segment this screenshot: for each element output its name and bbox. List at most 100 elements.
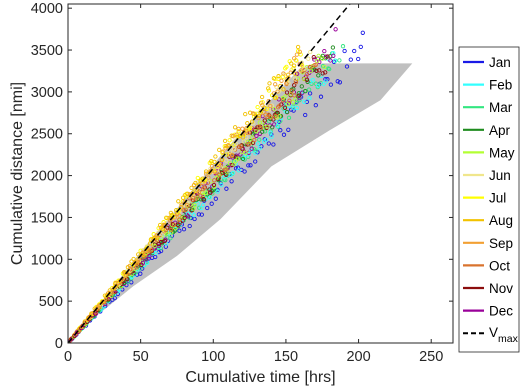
data-point: [275, 123, 280, 129]
data-point: [253, 148, 258, 153]
data-point: [176, 199, 181, 204]
data-point: [297, 95, 302, 101]
data-point: [217, 172, 222, 178]
data-point: [313, 103, 318, 108]
legend-label: Feb: [489, 78, 512, 93]
data-point: [322, 64, 327, 70]
legend-label: Jan: [489, 55, 511, 70]
data-point: [249, 119, 255, 124]
data-point: [271, 142, 276, 147]
data-point: [219, 182, 224, 188]
x-tick-label: 250: [419, 349, 443, 365]
data-point: [287, 98, 292, 103]
data-point: [294, 105, 300, 111]
data-point: [107, 290, 113, 295]
data-point: [152, 246, 158, 251]
data-point: [138, 271, 143, 276]
data-point: [308, 68, 314, 73]
data-point: [307, 95, 312, 101]
data-point: [280, 98, 285, 103]
data-point: [191, 195, 196, 201]
data-point: [253, 127, 258, 133]
data-point: [155, 235, 160, 240]
data-point: [209, 163, 215, 169]
data-point: [239, 149, 244, 155]
data-point: [292, 56, 297, 61]
data-point: [275, 110, 280, 115]
data-point: [315, 83, 321, 89]
data-point: [230, 133, 236, 139]
x-tick-label: 200: [346, 349, 370, 365]
data-point: [215, 187, 220, 193]
data-point: [301, 99, 307, 104]
data-point: [249, 146, 254, 151]
data-point: [211, 184, 217, 189]
data-point: [231, 142, 236, 147]
data-point: [173, 225, 178, 231]
data-point: [215, 165, 221, 171]
data-point: [246, 142, 252, 147]
data-point: [235, 165, 241, 170]
legend-label: May: [489, 145, 515, 160]
data-point: [316, 53, 321, 59]
data-point: [290, 99, 296, 105]
data-point: [242, 169, 247, 174]
data-point: [313, 62, 318, 67]
data-point: [327, 66, 332, 72]
data-point: [272, 122, 277, 127]
data-point: [181, 227, 187, 232]
data-point: [344, 64, 350, 69]
data-point: [275, 89, 280, 94]
data-point: [292, 93, 297, 98]
data-point: [270, 125, 275, 130]
data-point: [227, 149, 233, 154]
data-point: [217, 147, 222, 153]
data-point: [183, 207, 188, 212]
data-point: [304, 72, 310, 77]
data-point: [147, 254, 152, 259]
vmax-layer: [68, 4, 351, 343]
data-point: [297, 93, 302, 98]
data-point: [307, 91, 313, 96]
data-point: [203, 190, 209, 195]
data-point: [245, 121, 250, 126]
data-point: [276, 74, 281, 79]
data-point: [223, 146, 228, 151]
data-point: [257, 146, 262, 151]
data-point: [275, 124, 281, 129]
data-point: [321, 81, 326, 87]
data-point: [295, 44, 301, 50]
data-point: [162, 238, 167, 244]
data-point: [286, 75, 291, 80]
data-point: [112, 295, 117, 301]
data-point: [233, 166, 239, 171]
data-point: [154, 237, 160, 243]
data-point: [232, 147, 237, 152]
data-point: [222, 138, 228, 144]
data-point: [281, 71, 286, 76]
data-point: [211, 182, 217, 188]
data-point: [232, 162, 237, 167]
data-point: [238, 143, 243, 149]
data-point: [93, 311, 99, 316]
data-point: [152, 243, 157, 249]
data-point: [282, 105, 288, 110]
data-point: [191, 213, 197, 218]
data-point: [254, 128, 259, 134]
data-point: [266, 88, 272, 93]
data-point: [316, 73, 321, 78]
data-point: [189, 185, 194, 191]
data-point: [213, 196, 218, 201]
data-point: [131, 256, 136, 262]
data-point: [291, 108, 296, 113]
data-point: [299, 84, 304, 89]
legend-label: Apr: [489, 123, 511, 138]
data-point: [268, 130, 273, 135]
data-point: [286, 115, 292, 120]
data-point: [279, 87, 285, 92]
x-axis-label: Cumulative time [hrs]: [185, 369, 335, 386]
data-point: [233, 158, 238, 164]
data-point: [171, 222, 177, 227]
